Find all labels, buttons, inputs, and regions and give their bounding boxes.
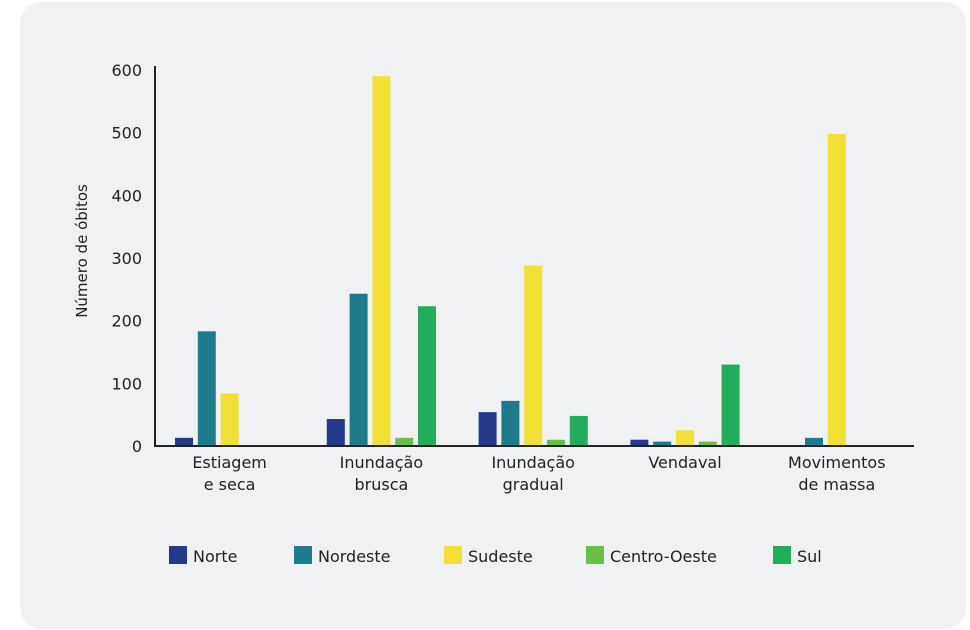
legend-swatch bbox=[773, 546, 791, 564]
y-tick-label: 500 bbox=[111, 124, 142, 143]
bar-centro-oeste bbox=[698, 441, 717, 446]
bar-centro-oeste bbox=[547, 439, 565, 446]
bar-sul bbox=[569, 415, 588, 446]
legend-swatch bbox=[444, 546, 462, 564]
legend-label: Sul bbox=[797, 547, 822, 566]
x-category-label: Vendaval bbox=[648, 453, 721, 472]
bar-norte bbox=[175, 437, 193, 446]
legend: Norte Nordeste Sudeste Centro-Oeste Sul bbox=[169, 546, 822, 566]
legend-label: Nordeste bbox=[318, 547, 391, 566]
x-category-label: e seca bbox=[204, 475, 256, 494]
legend-swatch bbox=[169, 546, 187, 564]
bars-layer bbox=[175, 76, 846, 447]
bar-sul bbox=[721, 364, 740, 446]
bar-sul bbox=[418, 306, 436, 446]
x-category-label: gradual bbox=[503, 475, 564, 494]
bar-sudeste bbox=[372, 76, 391, 447]
x-category-label: Inundação bbox=[491, 453, 575, 472]
bar-nordeste bbox=[501, 400, 520, 446]
x-category-label: Inundação bbox=[340, 453, 424, 472]
y-axis-ticks: 0 100 200 300 400 500 600 bbox=[111, 61, 142, 456]
bar-nordeste bbox=[197, 331, 216, 446]
x-category-label: de massa bbox=[798, 475, 875, 494]
x-category-label: brusca bbox=[354, 475, 408, 494]
y-tick-label: 400 bbox=[111, 186, 142, 205]
y-tick-label: 200 bbox=[111, 312, 142, 331]
y-tick-label: 300 bbox=[111, 249, 142, 268]
y-tick-label: 0 bbox=[132, 437, 142, 456]
y-tick-label: 600 bbox=[111, 61, 142, 80]
bar-centro-oeste bbox=[395, 437, 414, 446]
legend-label: Norte bbox=[193, 547, 237, 566]
y-axis-label: Número de óbitos bbox=[73, 184, 91, 318]
legend-swatch bbox=[586, 546, 604, 564]
bar-norte bbox=[326, 419, 345, 446]
x-category-label: Movimentos bbox=[788, 453, 885, 472]
legend-swatch bbox=[294, 546, 312, 564]
bar-nordeste bbox=[349, 293, 368, 446]
legend-label: Centro-Oeste bbox=[610, 547, 717, 566]
bar-norte bbox=[478, 412, 497, 446]
x-category-label: Estiagem bbox=[192, 453, 267, 472]
bar-sudeste bbox=[524, 265, 543, 446]
bar-sudeste bbox=[827, 133, 846, 447]
y-tick-label: 100 bbox=[111, 374, 142, 393]
bar-sudeste bbox=[220, 393, 239, 446]
chart-card bbox=[20, 2, 966, 629]
bar-nordeste bbox=[653, 441, 672, 446]
legend-label: Sudeste bbox=[468, 547, 533, 566]
bar-norte bbox=[630, 439, 649, 446]
x-axis-categories: Estiagem e seca Inundação brusca Inundação gr… bbox=[192, 453, 885, 494]
bar-nordeste bbox=[805, 437, 823, 446]
bar-sudeste bbox=[676, 430, 694, 446]
